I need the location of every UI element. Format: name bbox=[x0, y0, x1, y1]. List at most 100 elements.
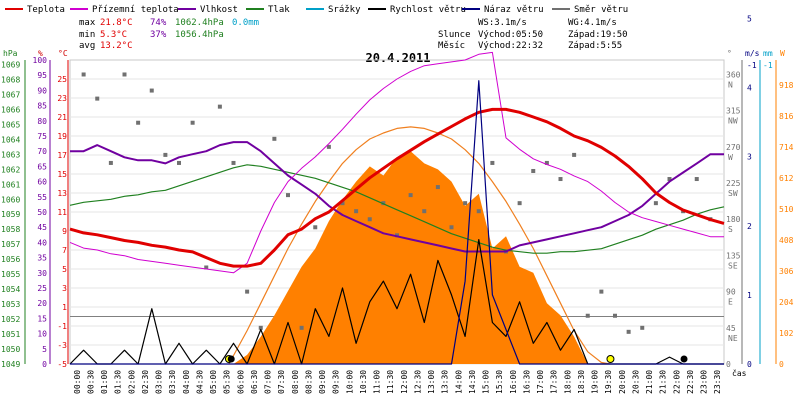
direction-label: NE bbox=[728, 334, 738, 343]
x-tick-label: 00:00 bbox=[73, 370, 82, 394]
hpa-tick: 1051 bbox=[1, 330, 20, 339]
legend-label-7: Směr větru bbox=[574, 5, 628, 15]
wind-dir-point bbox=[517, 201, 522, 206]
degrees-tick: 0 bbox=[726, 360, 731, 369]
celsius-tick: 17 bbox=[57, 151, 67, 160]
mm-tick: -1 bbox=[763, 61, 773, 70]
x-tick-label: 06:00 bbox=[236, 370, 245, 394]
x-tick-label: 05:00 bbox=[209, 370, 218, 394]
wm2-unit: W bbox=[780, 49, 785, 58]
x-tick-label: 08:00 bbox=[291, 370, 300, 394]
percent-tick: 50 bbox=[37, 208, 47, 217]
x-tick-label: 15:30 bbox=[495, 370, 504, 394]
hpa-tick: 1059 bbox=[1, 210, 20, 219]
wind-dir-point bbox=[122, 72, 127, 77]
x-tick-label: 01:30 bbox=[114, 370, 123, 394]
hpa-tick: 1063 bbox=[1, 150, 20, 159]
wind-dir-point bbox=[354, 209, 359, 214]
wind-dir-point bbox=[367, 217, 372, 222]
wind-dir-point bbox=[231, 160, 236, 165]
wm2-tick: 102 bbox=[779, 329, 794, 338]
x-tick-label: 12:30 bbox=[413, 370, 422, 394]
wind-dir-point bbox=[585, 313, 590, 318]
wind-dir-point bbox=[326, 144, 331, 149]
percent-tick: 95 bbox=[37, 71, 47, 80]
stat-max-press: 1062.4hPa bbox=[175, 18, 224, 28]
stat-max-label: max bbox=[79, 18, 96, 28]
legend-label-2: Vlhkost bbox=[200, 5, 238, 15]
wind-dir-point bbox=[299, 325, 304, 330]
percent-tick: 55 bbox=[37, 193, 47, 202]
ms-unit: m/s bbox=[745, 49, 760, 58]
celsius-tick: -3 bbox=[57, 341, 67, 350]
x-tick-label: 14:00 bbox=[454, 370, 463, 394]
degrees-tick: 45 bbox=[726, 324, 736, 333]
wm2-tick: 714 bbox=[779, 143, 794, 152]
wm2-tick: 408 bbox=[779, 236, 794, 245]
x-tick-label: 20:00 bbox=[618, 370, 627, 394]
x-tick-label: 12:00 bbox=[400, 370, 409, 394]
ms-tick: 5 bbox=[747, 15, 752, 24]
celsius-tick: -1 bbox=[57, 322, 67, 331]
hpa-tick: 1066 bbox=[1, 105, 20, 114]
x-tick-label: 11:00 bbox=[373, 370, 382, 394]
percent-tick: 30 bbox=[37, 269, 47, 278]
x-tick-label: 07:30 bbox=[277, 370, 286, 394]
ms-tick: 3 bbox=[747, 153, 752, 162]
percent-tick: 25 bbox=[37, 284, 47, 293]
wind-dir-point bbox=[476, 209, 481, 214]
wm2-tick: 510 bbox=[779, 205, 794, 214]
wind-dir-point bbox=[258, 325, 263, 330]
x-tick-label: 20:30 bbox=[631, 370, 640, 394]
celsius-tick: 23 bbox=[57, 94, 67, 103]
celsius-tick: 15 bbox=[57, 170, 67, 179]
degrees-tick: 315 bbox=[726, 107, 741, 116]
x-tick-label: 19:30 bbox=[604, 370, 613, 394]
wind-dir-point bbox=[694, 177, 699, 182]
percent-tick: 15 bbox=[37, 314, 47, 323]
hpa-tick: 1060 bbox=[1, 195, 20, 204]
moon-label: Měsíc bbox=[438, 41, 465, 51]
x-tick-label: 21:30 bbox=[659, 370, 668, 394]
celsius-tick: 5 bbox=[62, 265, 67, 274]
hpa-tick: 1050 bbox=[1, 345, 20, 354]
stat-max-hum: 74% bbox=[150, 18, 167, 28]
x-tick-label: 05:30 bbox=[223, 370, 232, 394]
wind-dir-point bbox=[667, 177, 672, 182]
percent-tick: 70 bbox=[37, 147, 47, 156]
hpa-tick: 1054 bbox=[1, 285, 20, 294]
wind-dir-point bbox=[108, 160, 113, 165]
wind-dir-point bbox=[81, 72, 86, 77]
degrees-tick: 270 bbox=[726, 143, 741, 152]
hpa-tick: 1061 bbox=[1, 180, 20, 189]
hpa-tick: 1064 bbox=[1, 135, 20, 144]
wind-dir-point bbox=[190, 120, 195, 125]
direction-label: W bbox=[728, 153, 733, 162]
ms-tick: 4 bbox=[747, 84, 752, 93]
ms-tick: 2 bbox=[747, 222, 752, 231]
celsius-tick: 7 bbox=[62, 246, 67, 255]
percent-tick: 45 bbox=[37, 223, 47, 232]
stat-avg-label: avg bbox=[79, 41, 95, 51]
plot-area bbox=[69, 51, 725, 365]
pressure-line bbox=[69, 164, 725, 254]
celsius-tick: 25 bbox=[57, 75, 67, 84]
percent-tick: 100 bbox=[33, 56, 48, 65]
ms-tick: 0 bbox=[747, 360, 752, 369]
x-tick-label: 08:30 bbox=[304, 370, 313, 394]
degrees-tick: 90 bbox=[726, 288, 736, 297]
wind-dir-point bbox=[449, 225, 454, 230]
x-tick-label: 09:00 bbox=[318, 370, 327, 394]
mm-unit: mm bbox=[763, 49, 773, 58]
stat-max-temp: 21.8°C bbox=[100, 18, 133, 28]
celsius-unit: °C bbox=[58, 49, 68, 58]
degrees-unit: ° bbox=[727, 49, 732, 58]
hpa-tick: 1053 bbox=[1, 300, 20, 309]
percent-tick: 35 bbox=[37, 254, 47, 263]
percent-tick: 5 bbox=[42, 345, 47, 354]
stat-max-rain: 0.0mm bbox=[232, 18, 259, 28]
sunset-icon bbox=[606, 355, 615, 363]
celsius-tick: 3 bbox=[62, 284, 67, 293]
percent-tick: 90 bbox=[37, 86, 47, 95]
